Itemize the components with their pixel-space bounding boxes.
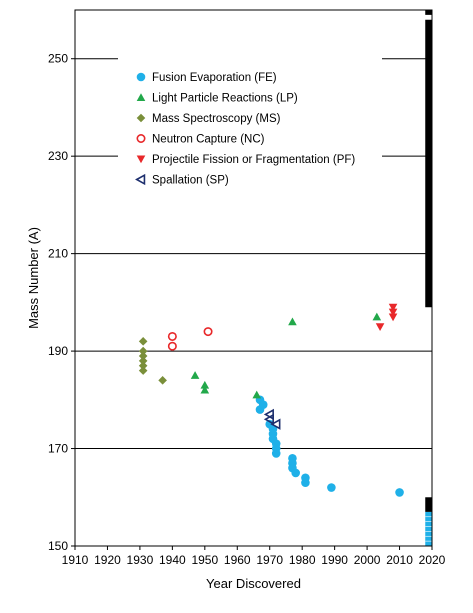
data-point (167, 331, 177, 341)
y-tick-label: 250 (48, 52, 68, 66)
data-point (375, 323, 385, 332)
x-tick-label: 1970 (256, 553, 283, 567)
y-tick-label: 170 (48, 442, 68, 456)
data-point (167, 341, 177, 351)
data-point (270, 418, 281, 430)
legend-marker-4 (136, 155, 146, 164)
data-point (288, 317, 297, 326)
x-tick-label: 1910 (62, 553, 89, 567)
axis-ticks: 1910 1920 1930 1940 1950 1960 1970 1980 1990 2000… (48, 52, 446, 567)
legend-marker-5 (135, 173, 146, 186)
legend-marker-1 (136, 93, 146, 101)
data-point (258, 400, 268, 409)
x-axis-title: Year Discovered (206, 576, 301, 591)
plot-frame (74, 9, 433, 547)
legend-marker-3 (136, 134, 146, 144)
bar-segment-black-1 (425, 10, 433, 15)
data-point (138, 351, 148, 361)
series-2 (138, 337, 167, 385)
data-point (271, 449, 281, 458)
data-point (388, 308, 398, 317)
x-tick-label: 1950 (191, 553, 218, 567)
series-1 (190, 312, 382, 399)
legend-marker-0 (136, 72, 146, 82)
data-point (138, 337, 148, 346)
x-tick-label: 1940 (159, 553, 186, 567)
series-4 (375, 303, 398, 332)
data-point (388, 313, 398, 322)
data-point (252, 390, 262, 399)
legend-marker-2 (136, 113, 146, 123)
bar-segment-black-0 (425, 19, 433, 308)
data-point (372, 312, 382, 321)
data-point (327, 483, 336, 492)
x-tick-label: 1920 (94, 553, 121, 567)
legend-label-5: Spallation (SP) (152, 175, 229, 187)
bar-segment-blue (425, 511, 433, 546)
data-point (388, 303, 398, 312)
data-point (200, 385, 210, 394)
data-point (138, 361, 148, 371)
right-edge-bar (425, 10, 433, 546)
data-point (291, 468, 300, 478)
data-point (138, 346, 148, 356)
x-tick-label: 1960 (224, 553, 251, 567)
series-5 (263, 408, 281, 430)
legend-label-2: Mass Spectroscopy (MS) (152, 113, 281, 125)
data-point (301, 478, 310, 487)
y-tick-label: 230 (48, 149, 68, 163)
x-tick-label: 2020 (419, 553, 446, 567)
data-point (203, 327, 213, 337)
legend: Fusion Evaporation (FE) Light Particle Re… (135, 72, 355, 187)
bar-segment-black-2 (425, 497, 433, 512)
legend-label-4: Projectile Fission or Fragmentation (PF) (152, 154, 355, 166)
y-tick-label: 190 (48, 344, 68, 358)
y-axis-title: Mass Number (A) (26, 227, 41, 329)
data-point (190, 371, 200, 379)
data-point (395, 488, 404, 497)
grid-lines (75, 58, 432, 450)
data-point (138, 366, 148, 375)
x-tick-label: 1930 (127, 553, 154, 567)
series-0 (255, 395, 404, 497)
y-tick-label: 150 (48, 539, 68, 553)
series-3 (167, 327, 213, 351)
y-tick-label: 210 (48, 247, 68, 261)
data-points (138, 303, 404, 497)
data-point (263, 413, 274, 425)
legend-label-0: Fusion Evaporation (FE) (152, 72, 277, 84)
data-point (158, 376, 167, 385)
x-tick-label: 1980 (289, 553, 316, 567)
x-tick-label: 2000 (354, 553, 381, 567)
x-tick-label: 1990 (321, 553, 348, 567)
data-point (138, 356, 148, 366)
x-tick-label: 2010 (386, 553, 413, 567)
legend-label-1: Light Particle Reactions (LP) (152, 93, 298, 105)
legend-label-3: Neutron Capture (NC) (152, 134, 265, 146)
data-point (200, 380, 210, 389)
